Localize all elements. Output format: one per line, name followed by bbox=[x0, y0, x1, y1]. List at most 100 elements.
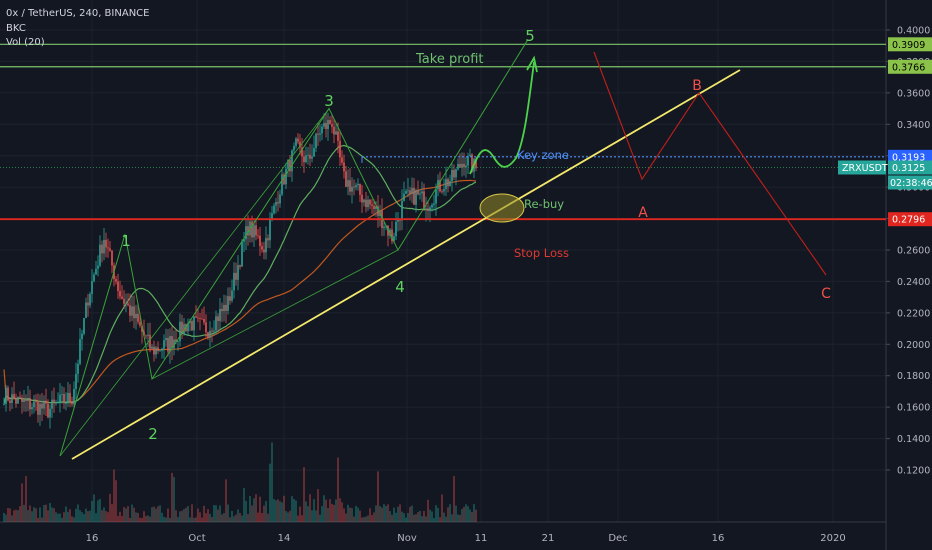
volume-bar bbox=[343, 508, 345, 522]
volume-bar bbox=[75, 508, 77, 522]
volume-bar bbox=[449, 504, 451, 522]
stop-loss-tag: 0.2796 bbox=[892, 215, 925, 226]
y-tick-label: 0.1800 bbox=[897, 371, 930, 382]
candle-body bbox=[47, 403, 49, 418]
candle-body bbox=[25, 399, 27, 402]
candle-body bbox=[427, 208, 429, 211]
candle-body bbox=[209, 330, 211, 338]
volume-bar bbox=[179, 511, 181, 522]
volume-bar bbox=[107, 512, 109, 522]
volume-bar bbox=[229, 517, 231, 522]
y-tick-label: 0.1600 bbox=[897, 403, 930, 414]
volume-bar bbox=[287, 512, 289, 522]
countdown-tag: 02:38:46 bbox=[890, 178, 932, 189]
candle-body bbox=[247, 226, 249, 236]
candle-body bbox=[373, 205, 375, 210]
indicator-bkc-label[interactable]: BKC bbox=[6, 23, 26, 34]
ma-fast-line bbox=[3, 144, 477, 405]
volume-bar bbox=[25, 476, 27, 522]
volume-bar bbox=[255, 494, 257, 522]
volume-bar bbox=[289, 510, 291, 522]
candle-body bbox=[281, 174, 283, 195]
volume-bar bbox=[411, 505, 413, 522]
candle-body bbox=[307, 154, 309, 156]
candle-body bbox=[439, 180, 441, 192]
volume-bar bbox=[69, 509, 71, 522]
volume-bar bbox=[405, 517, 407, 522]
volume-bar bbox=[463, 506, 465, 522]
candle-body bbox=[127, 303, 129, 306]
candle-body bbox=[205, 322, 207, 333]
candle-body bbox=[215, 316, 217, 331]
candle-body bbox=[359, 183, 361, 195]
volume-bar bbox=[189, 517, 191, 522]
candle-body bbox=[235, 272, 237, 280]
candle-body bbox=[65, 403, 67, 404]
candle-body bbox=[225, 304, 227, 311]
candle-body bbox=[79, 339, 81, 364]
candle-body bbox=[415, 190, 417, 205]
candle-body bbox=[103, 239, 105, 254]
volume-bar bbox=[127, 506, 129, 522]
volume-bar bbox=[7, 507, 9, 522]
volume-bar bbox=[203, 505, 205, 522]
candle-body bbox=[399, 219, 401, 221]
candle-body bbox=[189, 321, 191, 324]
candle-body bbox=[459, 163, 461, 168]
candle-body bbox=[433, 203, 435, 205]
candle-body bbox=[101, 244, 103, 254]
candle-body bbox=[231, 290, 233, 301]
volume-bar bbox=[81, 512, 83, 522]
candle-body bbox=[403, 193, 405, 201]
volume-bar bbox=[309, 494, 311, 522]
volume-bar bbox=[379, 506, 381, 522]
candle-body bbox=[475, 158, 477, 169]
volume-bar bbox=[55, 512, 57, 522]
volume-bar bbox=[173, 477, 175, 522]
x-tick-label: Nov bbox=[397, 533, 417, 544]
volume-bar bbox=[225, 479, 227, 522]
volume-bar bbox=[39, 507, 41, 522]
candle-body bbox=[179, 321, 181, 342]
candle-body bbox=[253, 225, 255, 238]
wave-label-2: 2 bbox=[148, 425, 158, 443]
volume-bar bbox=[219, 505, 221, 522]
candle-body bbox=[135, 313, 137, 319]
volume-bar bbox=[435, 505, 437, 522]
candle-body bbox=[467, 156, 469, 166]
volume-bar bbox=[351, 508, 353, 522]
volume-bar bbox=[197, 508, 199, 522]
candle-body bbox=[345, 171, 347, 187]
indicator-volume-label[interactable]: Vol (20) bbox=[6, 37, 45, 48]
candle-body bbox=[9, 400, 11, 403]
volume-bar bbox=[265, 501, 267, 522]
volume-bar bbox=[399, 504, 401, 522]
volume-bar bbox=[413, 514, 415, 522]
wave-label-1: 1 bbox=[121, 232, 131, 250]
volume-bar bbox=[403, 513, 405, 522]
x-tick-label: 16 bbox=[86, 533, 99, 544]
candle-body bbox=[239, 265, 241, 267]
candle-body bbox=[151, 346, 153, 349]
volume-bar bbox=[247, 514, 249, 522]
candle-body bbox=[387, 225, 389, 236]
candle-body bbox=[27, 398, 29, 402]
candle-body bbox=[429, 207, 431, 211]
candle-body bbox=[93, 274, 95, 282]
candle-body bbox=[305, 155, 307, 163]
volume-bar bbox=[397, 506, 399, 522]
candle-body bbox=[263, 249, 265, 253]
candle-body bbox=[85, 302, 87, 318]
symbol-tag: ZRXUSDT bbox=[842, 163, 888, 174]
volume-bar bbox=[27, 510, 29, 522]
candle-body bbox=[175, 339, 177, 343]
candle-body bbox=[457, 163, 459, 170]
volume-bar bbox=[297, 515, 299, 522]
volume-bar bbox=[199, 512, 201, 522]
volume-bar bbox=[121, 515, 123, 522]
volume-bar bbox=[147, 515, 149, 522]
volume-bar bbox=[291, 496, 293, 522]
volume-bar bbox=[259, 496, 261, 522]
volume-bar bbox=[273, 499, 275, 522]
